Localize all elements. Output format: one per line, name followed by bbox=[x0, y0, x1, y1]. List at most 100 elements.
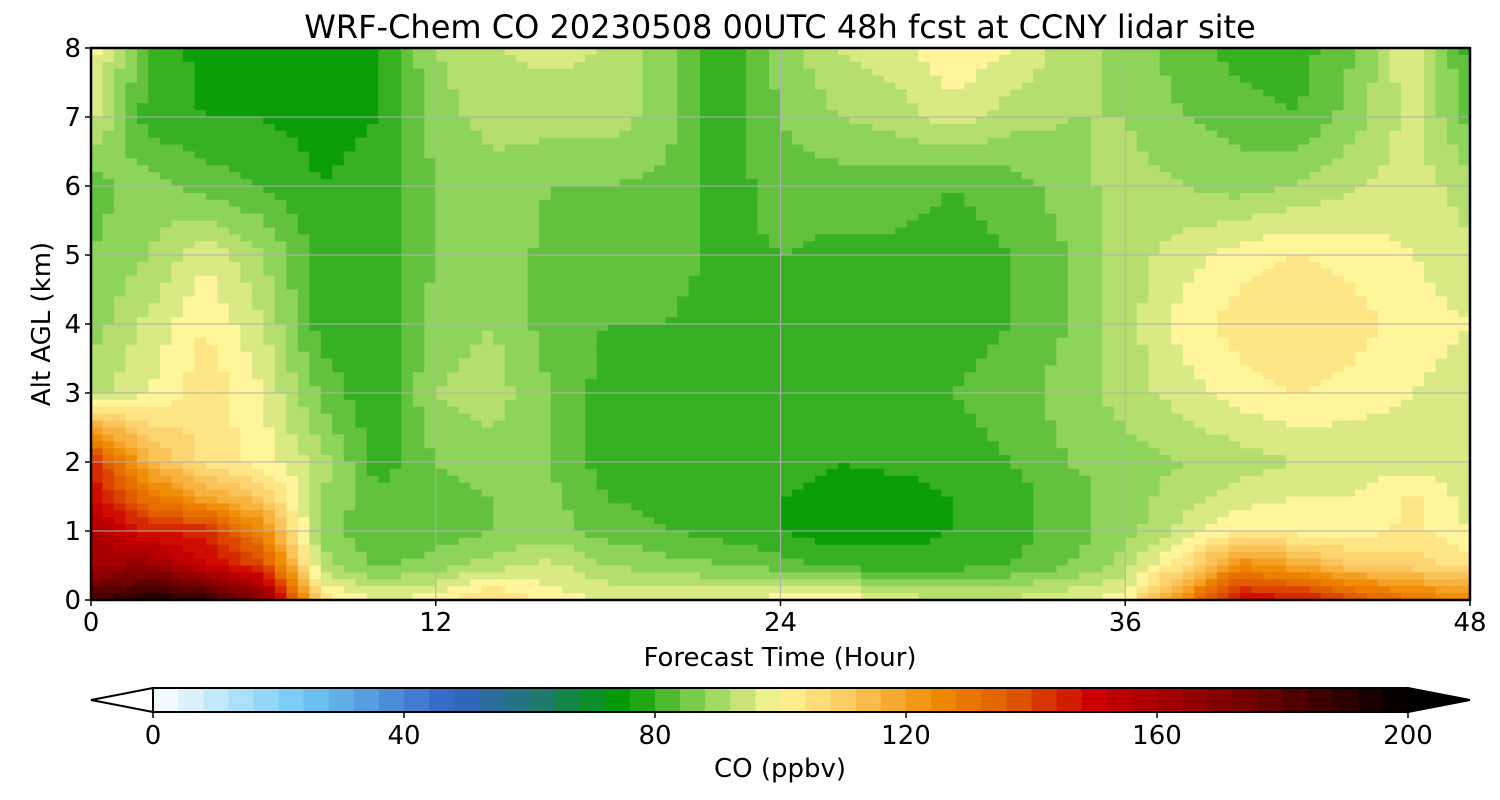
heatmap-cell bbox=[550, 130, 563, 139]
heatmap-cell bbox=[1297, 199, 1310, 208]
heatmap-cell bbox=[734, 151, 747, 159]
heatmap-cell bbox=[596, 289, 609, 297]
heatmap-cell bbox=[447, 144, 460, 153]
heatmap-cell bbox=[148, 144, 161, 153]
heatmap-cell bbox=[309, 186, 322, 194]
heatmap-cell bbox=[860, 144, 874, 153]
heatmap-cell bbox=[1079, 137, 1092, 146]
heatmap-cell bbox=[1263, 123, 1276, 132]
heatmap-cell bbox=[171, 275, 184, 284]
heatmap-cell bbox=[320, 89, 333, 97]
heatmap-cell bbox=[1332, 275, 1345, 284]
heatmap-cell bbox=[791, 54, 805, 63]
heatmap-cell bbox=[125, 268, 138, 277]
heatmap-cell bbox=[297, 68, 310, 77]
heatmap-cell bbox=[1148, 130, 1161, 139]
heatmap-cell bbox=[654, 48, 667, 56]
heatmap-cell bbox=[1113, 117, 1126, 125]
heatmap-cell bbox=[849, 96, 862, 104]
heatmap-cell bbox=[975, 296, 988, 304]
heatmap-cell bbox=[263, 317, 276, 325]
heatmap-cell bbox=[1320, 275, 1333, 284]
heatmap-cell bbox=[1021, 172, 1034, 180]
heatmap-cell bbox=[837, 220, 851, 228]
heatmap-cell bbox=[975, 213, 988, 222]
heatmap-cell bbox=[791, 48, 805, 56]
heatmap-cell bbox=[723, 186, 736, 194]
heatmap-cell bbox=[1217, 324, 1230, 332]
heatmap-cell bbox=[746, 192, 759, 201]
heatmap-cell bbox=[1125, 54, 1138, 63]
heatmap-cell bbox=[1102, 89, 1115, 97]
heatmap-cell bbox=[251, 54, 264, 63]
heatmap-cell bbox=[1240, 289, 1253, 297]
heatmap-cell bbox=[1343, 137, 1356, 146]
heatmap-cell bbox=[228, 310, 241, 318]
heatmap-cell bbox=[837, 137, 851, 146]
heatmap-cell bbox=[343, 330, 356, 339]
heatmap-cell bbox=[814, 144, 828, 153]
heatmap-cell bbox=[1274, 213, 1287, 222]
heatmap-cell bbox=[1263, 158, 1276, 166]
heatmap-cell bbox=[286, 54, 299, 63]
heatmap-cell bbox=[251, 151, 264, 159]
heatmap-cell bbox=[550, 75, 563, 84]
heatmap-cell bbox=[539, 289, 552, 297]
heatmap-cell bbox=[309, 310, 322, 318]
heatmap-cell bbox=[125, 103, 138, 111]
heatmap-cell bbox=[895, 268, 908, 277]
heatmap-cell bbox=[608, 248, 621, 256]
heatmap-cell bbox=[780, 61, 793, 70]
heatmap-cell bbox=[987, 282, 1000, 291]
heatmap-cell bbox=[91, 282, 104, 291]
heatmap-cell bbox=[389, 261, 402, 270]
heatmap-cell bbox=[1355, 54, 1368, 63]
heatmap-cell bbox=[159, 261, 173, 270]
heatmap-cell bbox=[1044, 186, 1057, 194]
heatmap-cell bbox=[619, 54, 632, 63]
heatmap-cell bbox=[746, 54, 759, 63]
heatmap-cell bbox=[1159, 289, 1172, 297]
heatmap-cell bbox=[964, 206, 977, 215]
heatmap-cell bbox=[791, 75, 805, 84]
heatmap-cell bbox=[826, 82, 839, 90]
heatmap-cell bbox=[102, 310, 115, 318]
heatmap-cell bbox=[1217, 213, 1230, 222]
heatmap-cell bbox=[424, 110, 437, 118]
heatmap-cell bbox=[883, 165, 897, 173]
heatmap-cell bbox=[998, 317, 1011, 325]
heatmap-cell bbox=[1182, 199, 1195, 208]
heatmap-cell bbox=[677, 255, 690, 263]
heatmap-cell bbox=[136, 241, 150, 249]
heatmap-cell bbox=[1424, 317, 1437, 325]
heatmap-cell bbox=[918, 261, 931, 270]
heatmap-cell bbox=[309, 165, 322, 173]
heatmap-cell bbox=[1412, 310, 1425, 318]
heatmap-cell bbox=[263, 324, 276, 332]
heatmap-cell bbox=[481, 165, 494, 173]
heatmap-cell bbox=[1274, 48, 1287, 56]
heatmap-cell bbox=[297, 186, 310, 194]
heatmap-cell bbox=[1182, 151, 1195, 159]
heatmap-cell bbox=[952, 89, 965, 97]
heatmap-cell bbox=[1458, 220, 1470, 228]
heatmap-cell bbox=[136, 179, 150, 187]
heatmap-cell bbox=[320, 123, 333, 132]
heatmap-cell bbox=[389, 317, 402, 325]
heatmap-cell bbox=[297, 227, 310, 235]
heatmap-cell bbox=[677, 268, 690, 277]
heatmap-cell bbox=[631, 261, 644, 270]
heatmap-cell bbox=[148, 165, 161, 173]
heatmap-cell bbox=[734, 234, 747, 242]
heatmap-cell bbox=[700, 75, 713, 84]
heatmap-cell bbox=[182, 103, 196, 111]
heatmap-cell bbox=[504, 165, 517, 173]
heatmap-cell bbox=[791, 151, 805, 159]
heatmap-cell bbox=[1217, 137, 1230, 146]
heatmap-cell bbox=[573, 206, 586, 215]
heatmap-cell bbox=[447, 192, 460, 201]
heatmap-cell bbox=[952, 241, 965, 249]
heatmap-cell bbox=[274, 255, 287, 263]
heatmap-cell bbox=[849, 199, 862, 208]
heatmap-cell bbox=[734, 123, 747, 132]
